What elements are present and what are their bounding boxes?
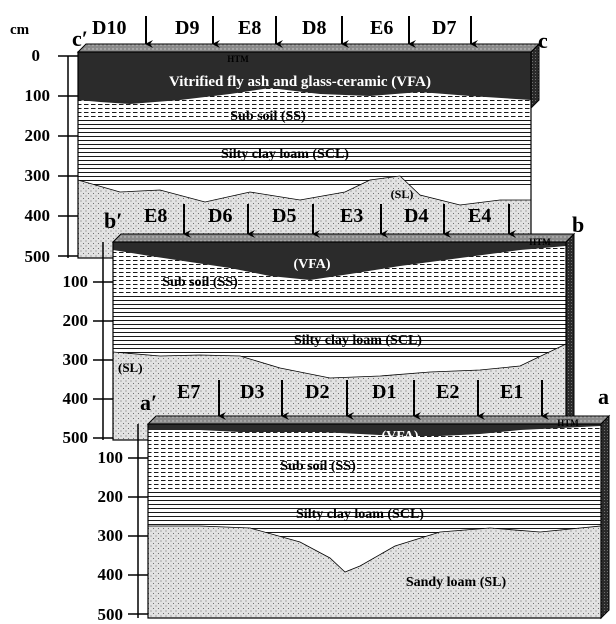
panel-a-vfa-layer xyxy=(148,424,601,436)
panel-a-stations: E7 D3 D2 D1 E2 E1 xyxy=(177,380,549,420)
panel-c-stations: D10 D9 E8 D8 E6 D7 xyxy=(92,16,478,48)
station-label: E7 xyxy=(177,381,200,403)
panel-b: (VFA) HTM Sub soil (SS) Silty clay loam … xyxy=(104,204,584,442)
depth-axis-b: 100 200 300 400 500 xyxy=(63,242,113,447)
depth-axis-a: 100 200 300 400 500 xyxy=(98,424,148,624)
panel-b-left-label: b′ xyxy=(104,208,122,233)
depth-tick-label: 100 xyxy=(25,86,51,105)
depth-tick-label: 500 xyxy=(98,605,124,624)
station-label: D10 xyxy=(92,17,126,39)
panel-c-scl-label: Silty clay loam (SCL) xyxy=(221,147,349,162)
panel-b-vfa-label: (VFA) xyxy=(293,257,330,272)
station-label: D5 xyxy=(272,205,296,227)
station-label: D8 xyxy=(302,17,326,39)
panel-b-side-face xyxy=(565,232,575,442)
depth-tick-label: 100 xyxy=(63,272,89,291)
panel-b-scl-layer xyxy=(113,296,566,360)
station-label: E2 xyxy=(436,381,459,403)
panel-a-subsoil-label: Sub soil (SS) xyxy=(280,459,356,474)
depth-axis-c: cm 0 100 200 300 400 500 xyxy=(10,22,78,266)
station-label: E4 xyxy=(468,205,491,227)
depth-tick-label: 400 xyxy=(63,389,89,408)
station-label: D9 xyxy=(175,17,199,39)
panel-b-scl-label: Silty clay loam (SCL) xyxy=(294,333,422,348)
depth-tick-label: 300 xyxy=(25,166,51,185)
depth-tick-label: 400 xyxy=(25,206,51,225)
panel-c-vfa-layer xyxy=(78,52,531,104)
station-label: E3 xyxy=(340,205,363,227)
panel-a-left-label: a′ xyxy=(140,390,157,415)
depth-unit-label: cm xyxy=(10,22,30,38)
panel-a-sl-label: Sandy loam (SL) xyxy=(406,575,507,590)
depth-tick-label: 500 xyxy=(25,247,51,266)
panel-b-right-label: b xyxy=(572,212,584,237)
panel-b-vfa-layer xyxy=(113,242,566,280)
depth-tick-label: 200 xyxy=(25,126,51,145)
panel-b-sl-label: (SL) xyxy=(118,360,143,375)
panel-c-top-face xyxy=(76,43,541,53)
depth-tick-label: 500 xyxy=(63,428,89,447)
panel-a-htm-label: HTM xyxy=(557,418,579,428)
panel-c-right-label: c xyxy=(538,28,548,53)
station-label: D1 xyxy=(372,381,396,403)
panel-a-scl-label: Silty clay loam (SCL) xyxy=(296,507,424,522)
station-label: D3 xyxy=(240,381,264,403)
station-label: E6 xyxy=(370,17,393,39)
depth-tick-label: 0 xyxy=(32,46,41,65)
panel-b-subsoil-label: Sub soil (SS) xyxy=(162,275,238,290)
panel-c-sl-label: (SL) xyxy=(391,187,414,201)
depth-tick-label: 300 xyxy=(98,526,124,545)
panel-c-vfa-label: Vitrified fly ash and glass-ceramic (VFA… xyxy=(169,74,431,90)
station-label: D4 xyxy=(404,205,428,227)
station-label: D2 xyxy=(305,381,329,403)
panel-c-scl-layer xyxy=(78,118,531,185)
panel-b-htm-label: HTM xyxy=(529,237,551,247)
station-label: E8 xyxy=(144,205,167,227)
panel-a: (VFA) HTM Sub soil (SS) Silty clay loam … xyxy=(140,380,611,620)
station-label: E1 xyxy=(500,381,523,403)
panel-a-frame xyxy=(147,423,602,619)
station-label: E8 xyxy=(238,17,261,39)
station-label: D6 xyxy=(208,205,232,227)
panel-c-side-face xyxy=(530,42,540,110)
panel-b-top-face xyxy=(111,233,576,243)
depth-tick-label: 400 xyxy=(98,565,124,584)
depth-tick-label: 100 xyxy=(98,448,124,467)
panel-a-subsoil xyxy=(148,424,601,500)
depth-tick-label: 200 xyxy=(98,487,124,506)
panel-b-stations: E8 D6 D5 E3 D4 E4 xyxy=(144,204,516,238)
panel-c-left-label: c′ xyxy=(72,26,88,51)
station-label: D7 xyxy=(432,17,456,39)
depth-tick-label: 200 xyxy=(63,311,89,330)
depth-tick-label: 300 xyxy=(63,350,89,369)
panel-a-vfa-label: (VFA) xyxy=(381,429,418,444)
panel-a-scl-layer xyxy=(148,490,601,540)
panel-a-side-face xyxy=(600,414,610,620)
panel-a-top-face xyxy=(146,415,611,425)
panel-c-htm-label: HTM xyxy=(227,54,249,64)
panel-a-right-label: a xyxy=(598,384,609,409)
panel-c-subsoil-label: Sub soil (SS) xyxy=(230,109,306,124)
